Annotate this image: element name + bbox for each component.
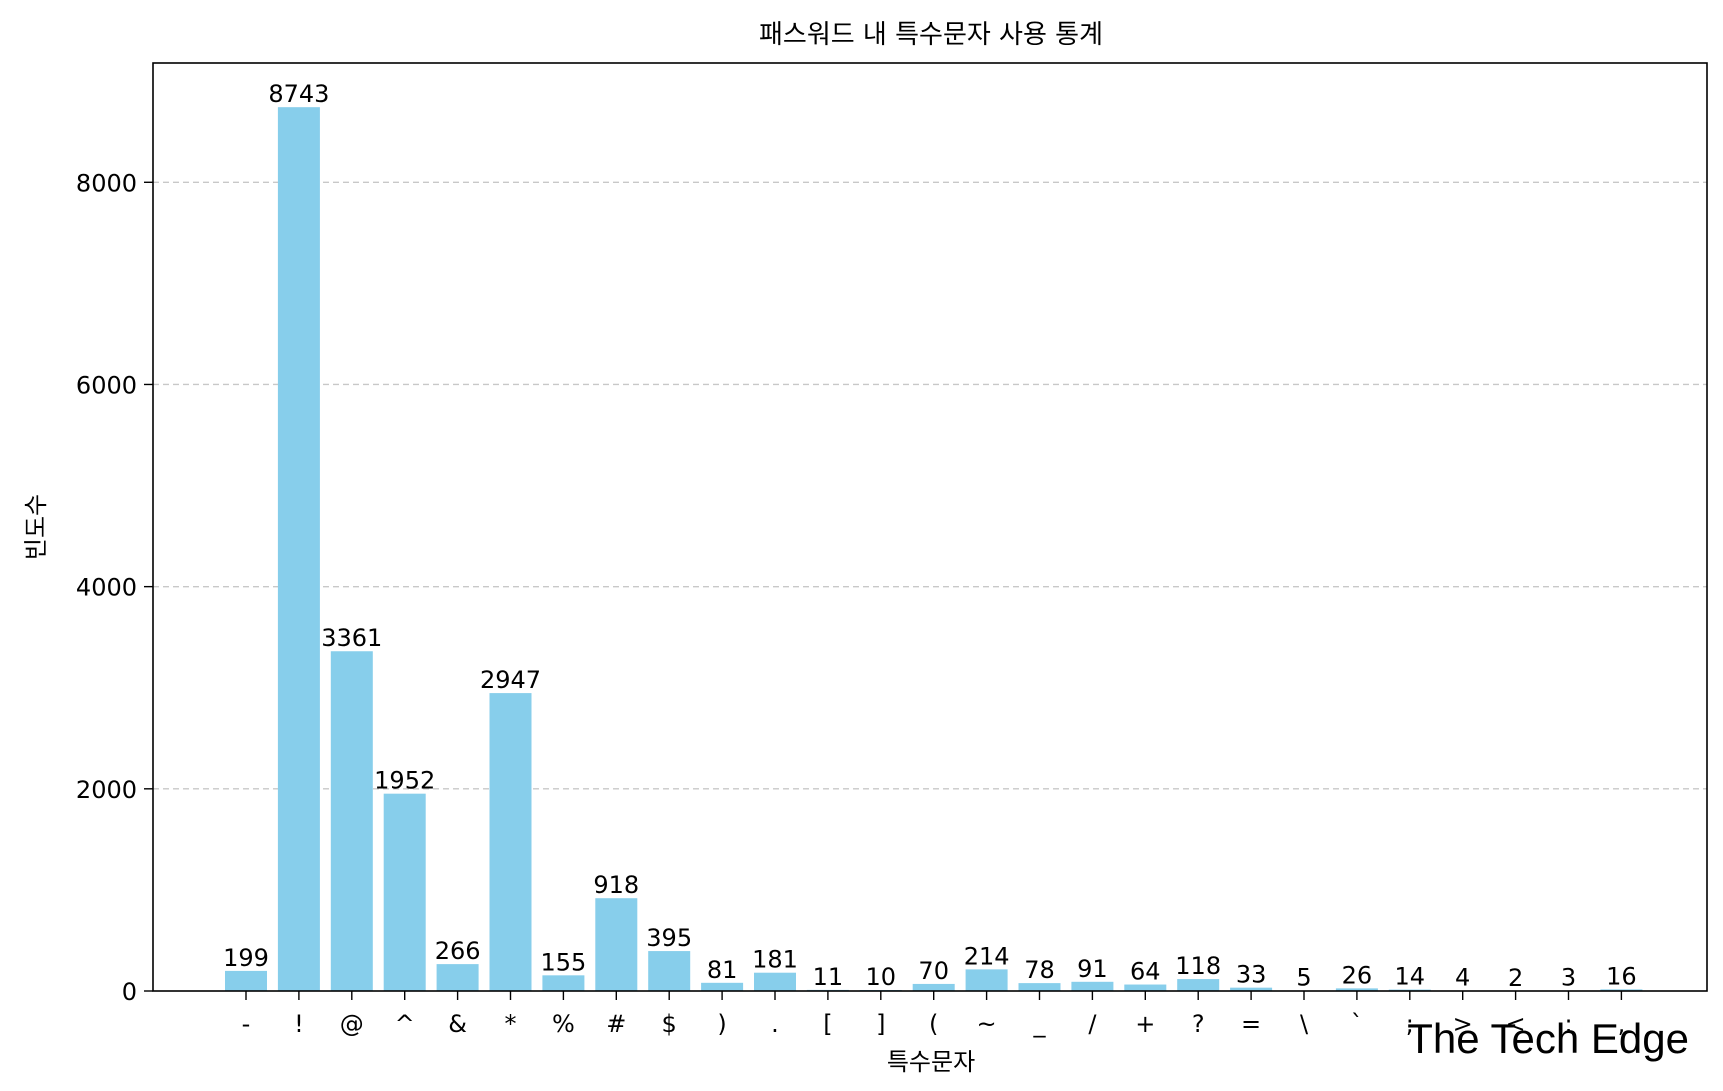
chart-title: 패스워드 내 특수문자 사용 통계 (759, 20, 1103, 50)
data-label: 33 (1236, 961, 1267, 989)
data-label: 155 (540, 948, 586, 976)
data-label: 81 (707, 956, 738, 984)
data-label: 16 (1606, 962, 1637, 990)
x-axis-label: 특수문자 (887, 1048, 975, 1076)
bars (225, 107, 1643, 992)
x-tick-label: _ (1033, 1010, 1047, 1038)
x-tick-label: > (1453, 1010, 1473, 1038)
y-axis-label: 빈도수 (22, 494, 50, 560)
data-label: 2947 (480, 666, 541, 694)
data-label: 395 (646, 924, 692, 952)
data-label: 1952 (374, 767, 435, 795)
bar (965, 969, 1008, 991)
bar (542, 975, 585, 991)
bar (277, 107, 320, 992)
data-label: 8743 (268, 80, 329, 108)
x-tick-label: # (606, 1010, 626, 1038)
bar (1230, 987, 1273, 991)
bar (1335, 988, 1378, 991)
bar (330, 651, 373, 991)
data-label: 10 (866, 963, 897, 991)
x-tick-label: % (552, 1010, 575, 1038)
x-tick-label: & (448, 1010, 467, 1038)
bar (1071, 981, 1114, 991)
data-label: 118 (1175, 952, 1221, 980)
bar (489, 693, 532, 991)
data-label: 64 (1130, 958, 1161, 986)
bar (225, 970, 267, 991)
watermark: The Tech Edge (1407, 1015, 1689, 1062)
data-label: 5 (1296, 963, 1311, 991)
bar (754, 972, 796, 991)
x-tick-label: \ (1300, 1010, 1309, 1038)
x-tick-label: ^ (395, 1010, 415, 1038)
bar (1600, 989, 1643, 991)
data-label: 14 (1395, 963, 1426, 991)
data-label: 266 (435, 937, 481, 965)
x-tick-label: @ (340, 1010, 364, 1038)
y-axis-ticks: 0 2000 4000 6000 8000 (76, 169, 153, 1006)
data-label: 11 (813, 963, 844, 991)
x-tick-label: ) (717, 1010, 726, 1038)
y-tick-label: 4000 (76, 574, 137, 602)
gridlines (153, 181, 1707, 790)
x-tick-label: , (1618, 1010, 1626, 1038)
x-tick-label: = (1241, 1010, 1261, 1038)
y-tick-label: 2000 (76, 776, 137, 804)
x-tick-label: . (771, 1010, 779, 1038)
data-label: 3 (1561, 964, 1576, 992)
x-tick-label: ; (1406, 1010, 1414, 1038)
x-tick-label: - (242, 1010, 251, 1038)
data-label: 918 (593, 871, 639, 899)
x-tick-label: $ (662, 1010, 677, 1038)
x-tick-label: * (505, 1010, 517, 1038)
x-tick-label: < (1506, 1010, 1526, 1038)
data-label: 2 (1508, 964, 1523, 992)
data-label: 3361 (321, 624, 382, 652)
x-tick-label: ] (876, 1010, 885, 1038)
bar (595, 898, 638, 991)
data-label: 78 (1024, 956, 1055, 984)
bar (648, 951, 691, 991)
bar (1177, 979, 1220, 991)
y-tick-label: 8000 (76, 169, 137, 197)
data-label: 4 (1455, 964, 1470, 992)
plot-frame (152, 62, 1708, 992)
bar (912, 983, 955, 991)
data-label: 91 (1077, 955, 1108, 983)
x-axis-ticks: -! @ ^ & *% # $). [] ( ~ _ / +? = \ `; > <:, (242, 991, 1626, 1038)
x-tick-label: ( (929, 1010, 938, 1038)
x-tick-label: ? (1192, 1010, 1205, 1038)
data-label: 214 (964, 942, 1010, 970)
y-tick-label: 0 (122, 978, 137, 1006)
data-label: 70 (918, 957, 949, 985)
x-tick-label: ! (294, 1010, 304, 1038)
bar (701, 982, 744, 991)
x-tick-label: ` (1351, 1010, 1363, 1038)
data-label: 26 (1342, 961, 1373, 989)
bar (436, 964, 479, 991)
y-tick-label: 6000 (76, 371, 137, 399)
x-tick-label: [ (823, 1010, 832, 1038)
data-label: 181 (752, 946, 798, 974)
x-tick-label: + (1135, 1010, 1155, 1038)
data-label: 199 (223, 944, 269, 972)
x-tick-label: / (1088, 1010, 1097, 1038)
x-tick-label: ~ (977, 1010, 997, 1038)
bar (1124, 984, 1167, 991)
bar (383, 793, 426, 991)
bar (1018, 983, 1061, 991)
x-tick-label: : (1564, 1010, 1572, 1038)
